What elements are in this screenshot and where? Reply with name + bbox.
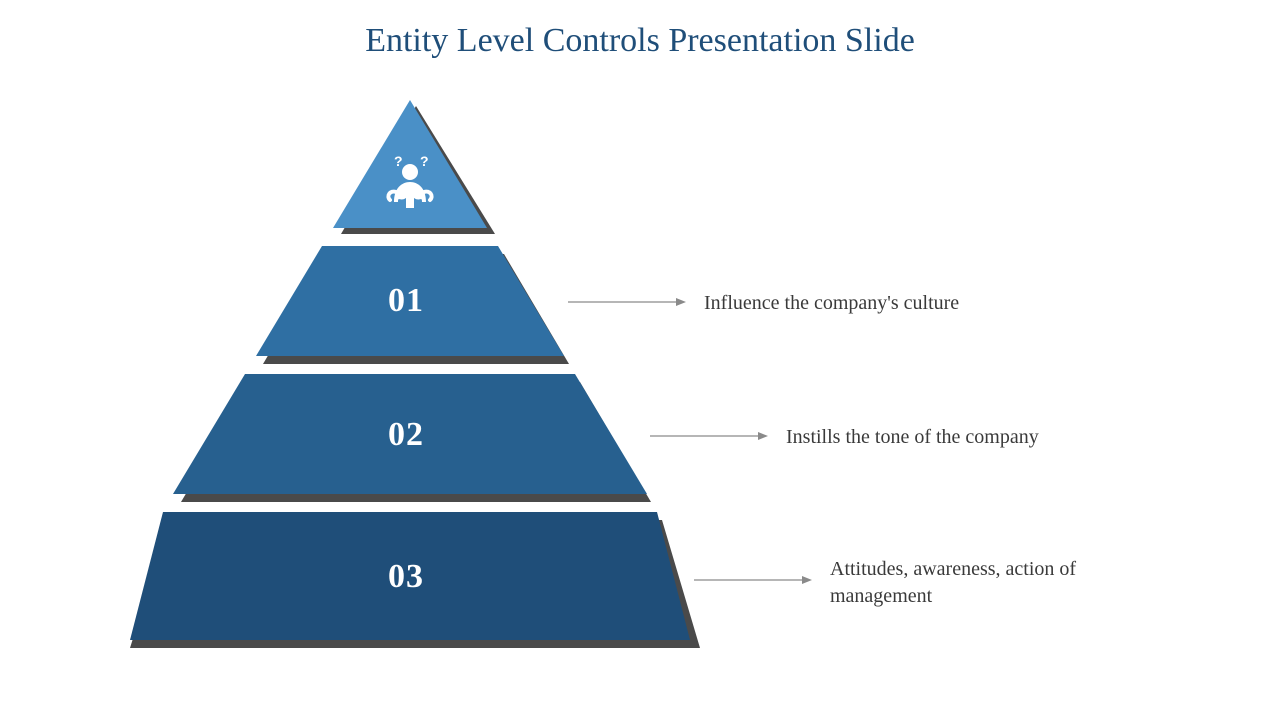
level-2-number: 02 <box>388 416 424 454</box>
pyramid-level-2: 02 <box>130 374 690 502</box>
arrow-2 <box>650 430 770 442</box>
arrow-1 <box>568 296 688 308</box>
thinking-person-icon: ? ? <box>384 156 436 214</box>
level-3-label: Attitudes, awareness, action of manageme… <box>830 556 1150 610</box>
pyramid-diagram: ? ? 01 02 03 <box>130 100 690 660</box>
pyramid-level-3: 03 <box>130 512 690 648</box>
level-1-label: Influence the company's culture <box>704 290 1084 317</box>
pyramid-apex: ? ? <box>130 100 690 234</box>
level-3-number: 03 <box>388 558 424 596</box>
arrow-3 <box>694 574 814 586</box>
level-1-number: 01 <box>388 282 424 320</box>
slide-title: Entity Level Controls Presentation Slide <box>0 22 1280 60</box>
level-2-label: Instills the tone of the company <box>786 424 1166 451</box>
slide: { "title": "Entity Level Controls Presen… <box>0 0 1280 720</box>
svg-text:?: ? <box>420 156 429 169</box>
svg-text:?: ? <box>394 156 403 169</box>
